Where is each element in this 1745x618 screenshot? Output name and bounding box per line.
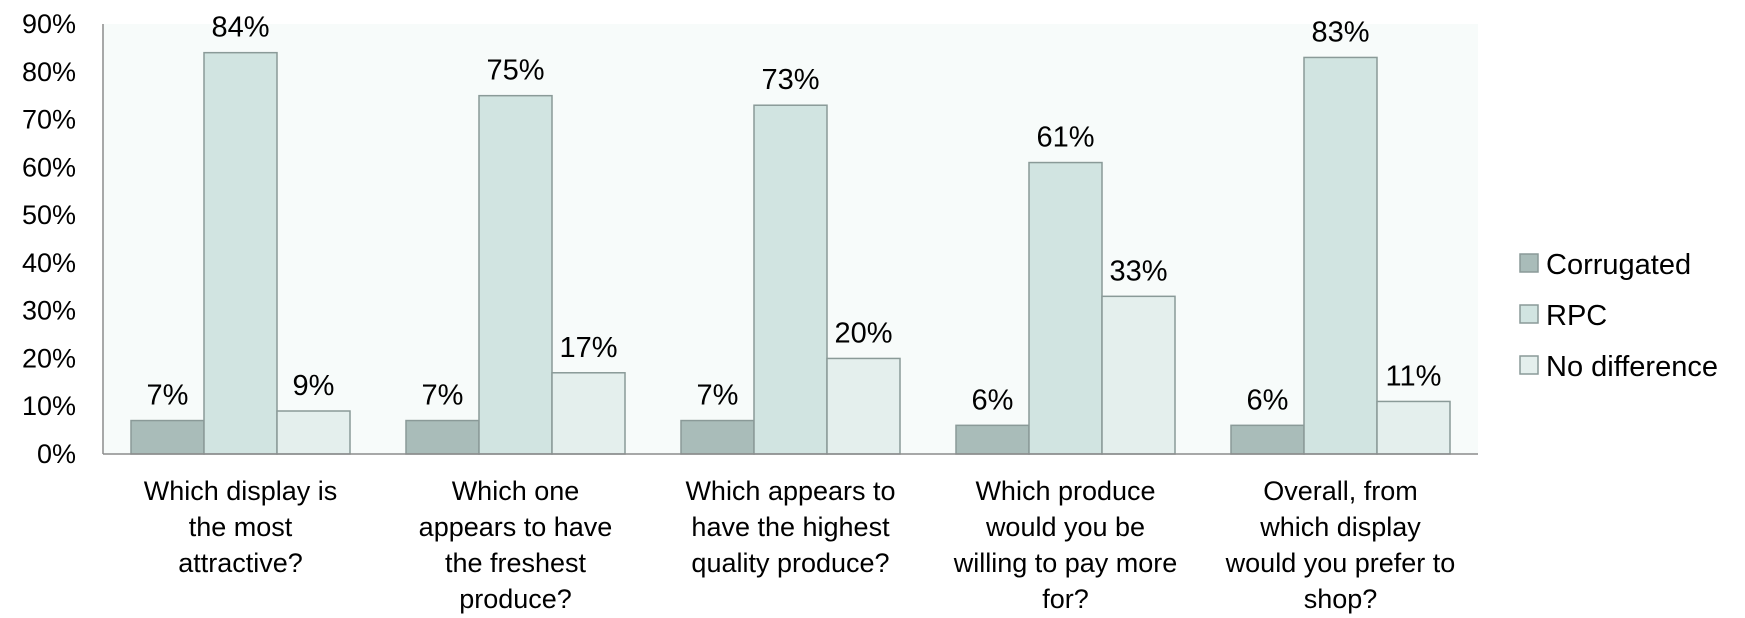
legend-swatch-rpc xyxy=(1519,304,1539,324)
bar-corrugated xyxy=(955,424,1030,455)
x-axis-category-labels: Which display is the most attractive? Which… xyxy=(144,476,1456,614)
data-labels: 7% 84% 9% 7% 75% 17% 7% 73% 20% 6% 61% 33% 6% 83% 11% xyxy=(147,12,1442,417)
bar-no-difference xyxy=(551,372,626,455)
data-label-no-difference: 11% xyxy=(1386,360,1442,392)
y-tick-label: 20% xyxy=(22,343,76,373)
data-label-no-difference: 20% xyxy=(834,317,892,349)
data-label-corrugated: 6% xyxy=(972,384,1014,416)
data-label-rpc: 61% xyxy=(1036,122,1094,154)
y-tick-label: 30% xyxy=(22,296,76,326)
data-label-rpc: 84% xyxy=(211,12,269,44)
legend: Corrugated RPC No difference xyxy=(1519,249,1718,383)
data-label-no-difference: 9% xyxy=(293,370,335,402)
data-label-corrugated: 6% xyxy=(1247,384,1289,416)
bar-no-difference xyxy=(1101,295,1176,455)
data-label-no-difference: 33% xyxy=(1109,255,1167,287)
bar-corrugated xyxy=(405,419,480,455)
bar-series xyxy=(130,51,1451,455)
y-tick-label: 80% xyxy=(22,57,76,87)
bar-rpc xyxy=(203,51,278,455)
y-tick-label: 40% xyxy=(22,248,76,278)
y-tick-label: 70% xyxy=(22,105,76,135)
bar-no-difference xyxy=(826,357,901,455)
data-label-corrugated: 7% xyxy=(697,380,739,412)
y-tick-label: 0% xyxy=(37,439,76,469)
data-label-rpc: 75% xyxy=(486,55,544,87)
x-category-label: Overall, from which display would you pref… xyxy=(1225,476,1456,614)
bar-rpc xyxy=(753,104,828,455)
x-category-label: Which one appears to have the freshest prod… xyxy=(419,476,613,614)
y-tick-label: 60% xyxy=(22,152,76,182)
bar-rpc xyxy=(478,94,553,455)
x-category-label: Which display is the most attractive? xyxy=(144,476,338,578)
x-category-label: Which appears to have the highest quality … xyxy=(685,476,895,578)
data-label-corrugated: 7% xyxy=(422,380,464,412)
data-label-rpc: 73% xyxy=(761,64,819,96)
x-category-label: Which produce would you be willing to pay … xyxy=(953,476,1178,614)
legend-swatch-corrugated xyxy=(1519,253,1539,273)
legend-swatch-no-difference xyxy=(1519,355,1539,375)
legend-label-no-difference: No difference xyxy=(1546,351,1718,383)
legend-label-rpc: RPC xyxy=(1546,300,1607,332)
data-label-corrugated: 7% xyxy=(147,380,189,412)
y-tick-label: 90% xyxy=(22,9,76,39)
y-tick-label: 50% xyxy=(22,200,76,230)
data-label-no-difference: 17% xyxy=(559,332,617,364)
bar-no-difference xyxy=(1376,400,1451,455)
y-axis-tick-labels: 0% 10% 20% 30% 40% 50% 60% 70% 80% 90% xyxy=(22,9,76,469)
legend-label-corrugated: Corrugated xyxy=(1546,249,1691,281)
bar-rpc xyxy=(1028,161,1103,455)
data-label-rpc: 83% xyxy=(1311,16,1369,48)
bar-no-difference xyxy=(276,410,351,455)
bar-corrugated xyxy=(680,419,755,455)
bar-corrugated xyxy=(1230,424,1305,455)
bar-rpc xyxy=(1303,56,1378,455)
y-tick-label: 10% xyxy=(22,391,76,421)
bar-corrugated xyxy=(130,419,205,455)
